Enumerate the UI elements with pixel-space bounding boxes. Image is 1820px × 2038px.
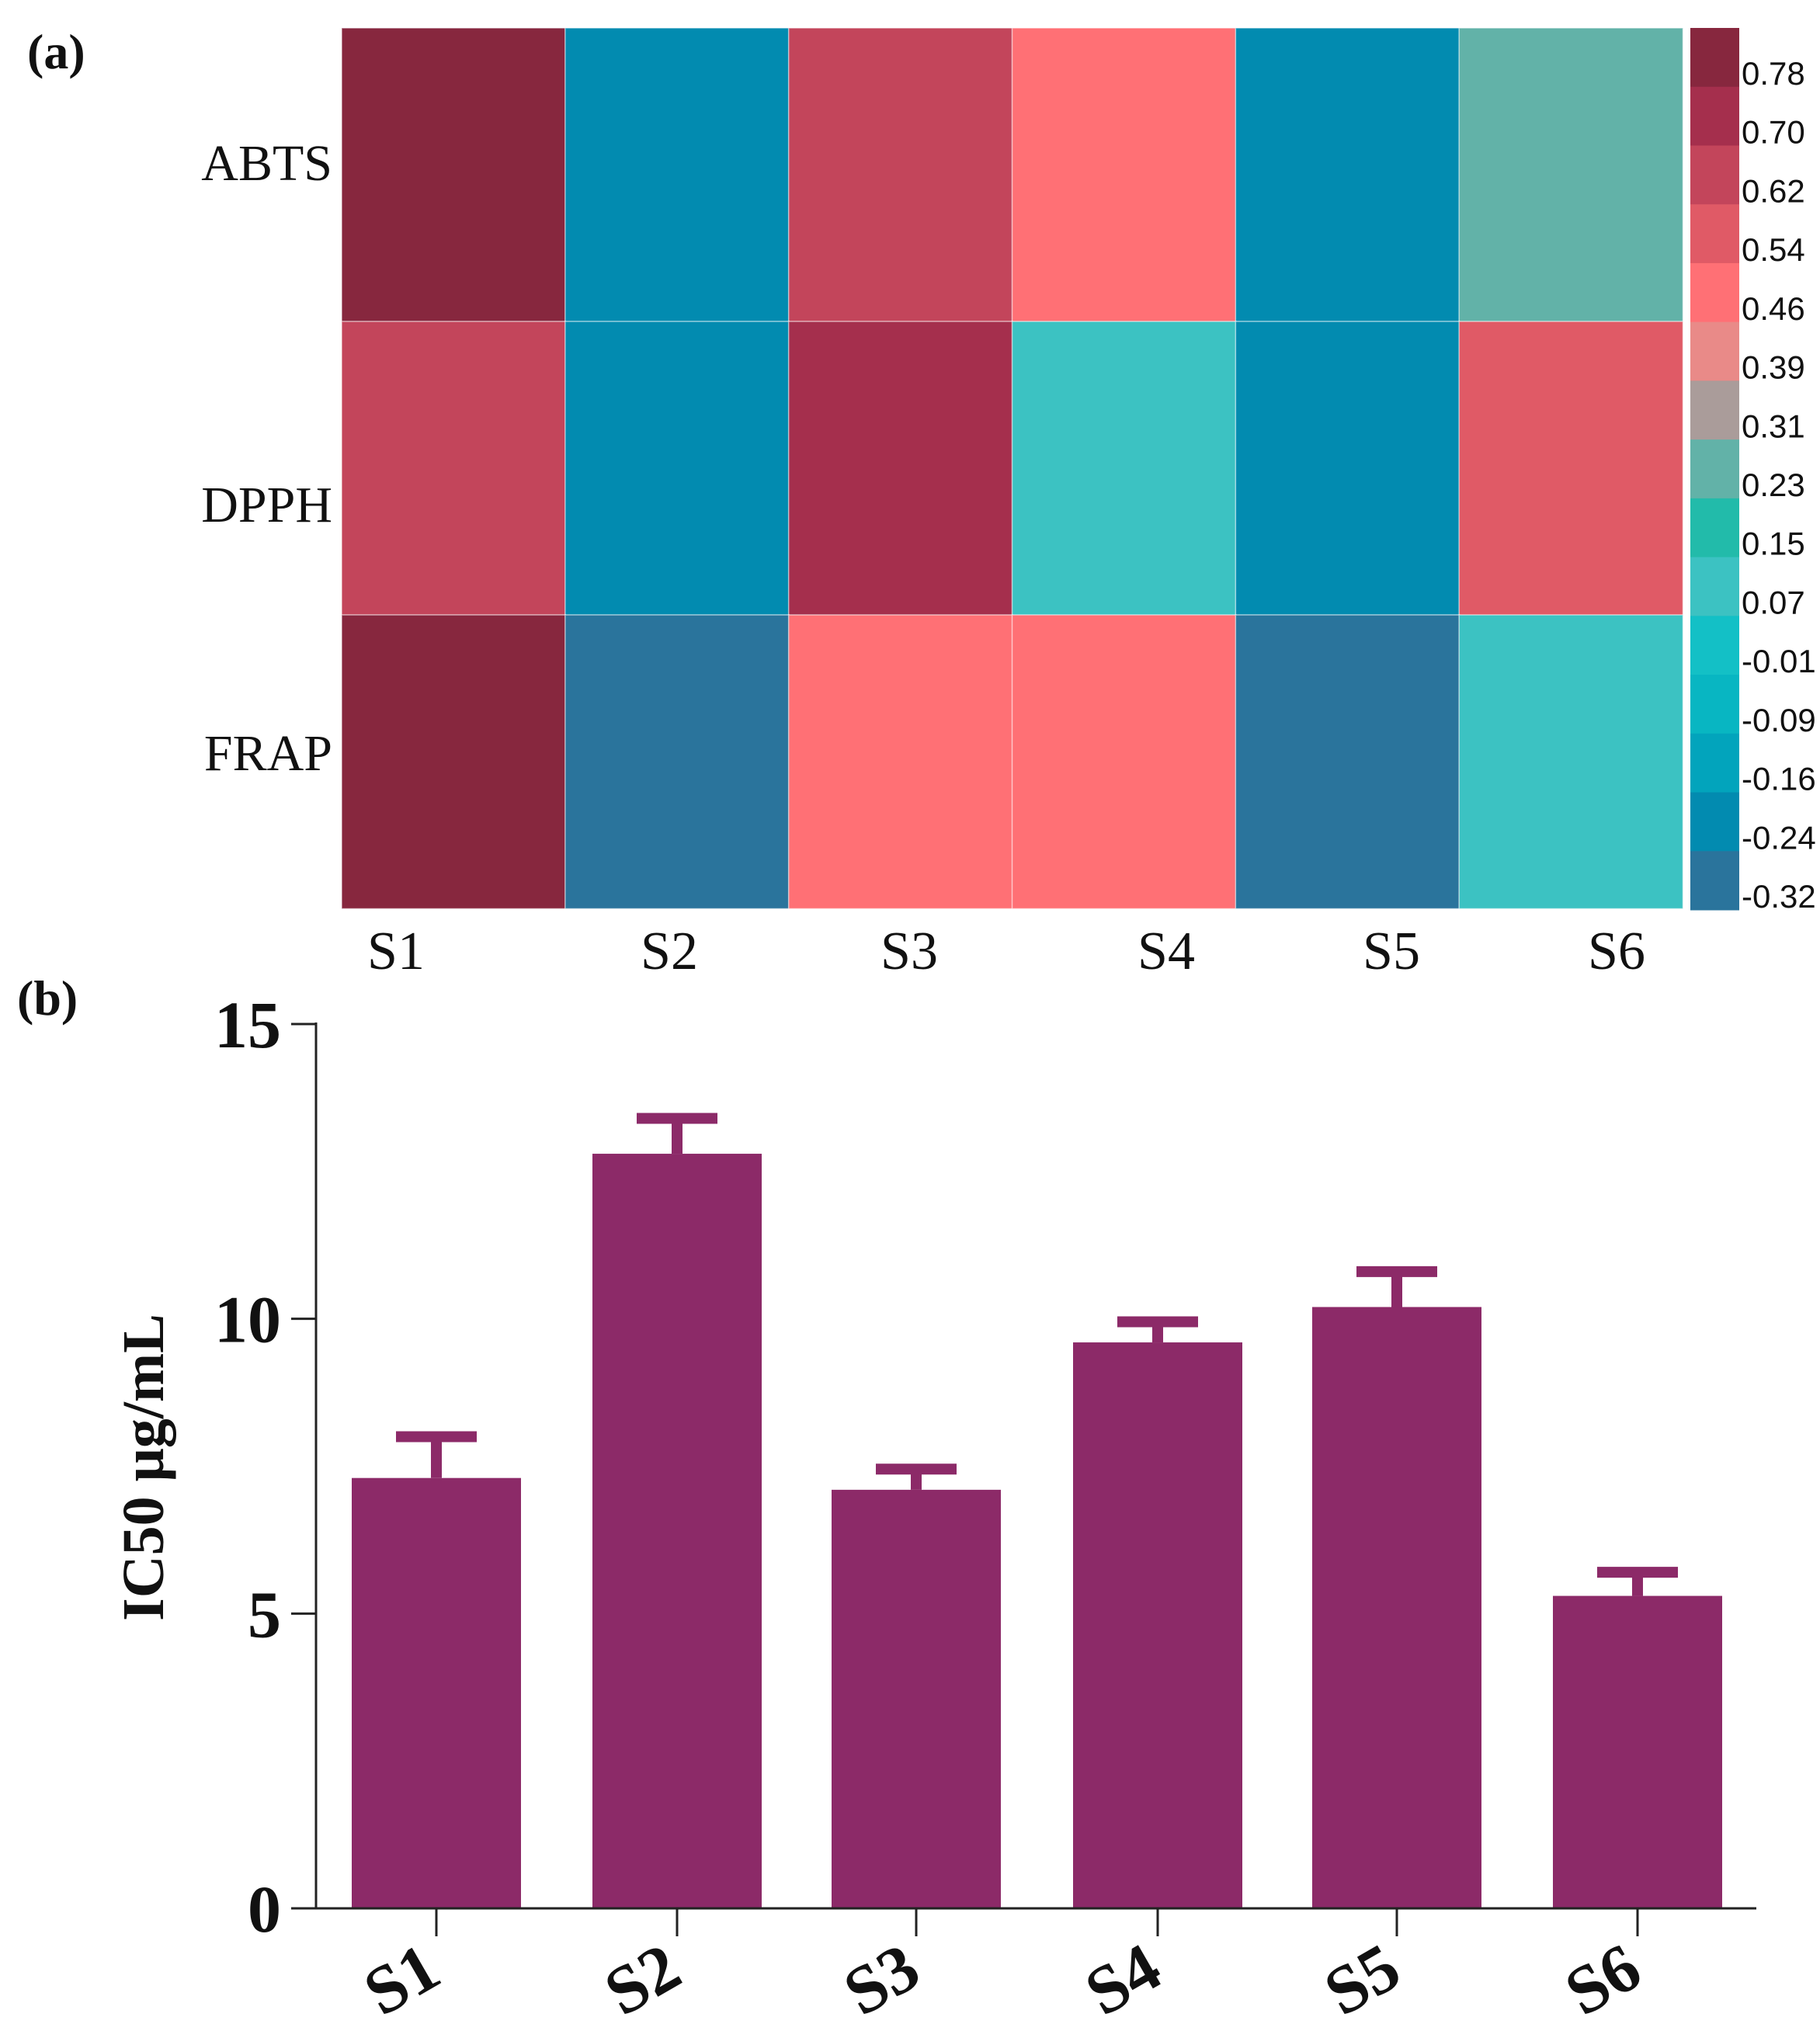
colorbar-tick-label: -0.09 — [1742, 702, 1816, 738]
x-tick-label: S5 — [1312, 1929, 1412, 2030]
heatmap-column-labels: S1 S2 S3 S4 S5 S6 — [367, 922, 1645, 981]
bar-s6 — [1553, 1595, 1722, 1908]
heatmap-cell-abts-s5 — [1235, 27, 1461, 323]
colorbar-tick-label: 0.23 — [1742, 467, 1805, 503]
y-tick-label: 5 — [248, 1577, 281, 1651]
heatmap-cell-frap-s3 — [787, 614, 1013, 910]
colorbar-tick-label: 0.78 — [1742, 55, 1805, 92]
heatmap-column-label: S4 — [1138, 922, 1195, 981]
bar-s4 — [1073, 1342, 1242, 1908]
heatmap-column-label: S1 — [367, 922, 425, 981]
heatmap-cell-abts-s4 — [1011, 27, 1237, 323]
colorbar-tick-label: 0.07 — [1742, 584, 1805, 620]
error-bars — [396, 1113, 1678, 1596]
bar-s1 — [352, 1477, 521, 1908]
colorbar-tick-label: 0.62 — [1742, 172, 1805, 209]
heatmap-cell-abts-s3 — [787, 27, 1013, 323]
bar-series — [352, 1154, 1722, 1908]
colorbar-swatch — [1690, 321, 1739, 381]
panel-a-label: (a) — [27, 24, 85, 79]
panel-b-label: (b) — [17, 970, 78, 1026]
colorbar-swatch — [1690, 145, 1739, 205]
x-tick-label: S1 — [352, 1929, 452, 2030]
colorbar-swatch — [1690, 675, 1739, 734]
colorbar-tick-label: 0.54 — [1742, 231, 1805, 268]
heatmap-cells — [341, 27, 1684, 910]
colorbar-swatch — [1690, 262, 1739, 323]
colorbar-swatch — [1690, 439, 1739, 499]
y-axis-label: IC50 μg/mL — [111, 1314, 176, 1621]
bar-s2 — [592, 1154, 762, 1908]
heatmap-cell-frap-s2 — [564, 614, 790, 910]
heatmap-cell-dpph-s6 — [1458, 321, 1684, 616]
colorbar-swatch — [1690, 733, 1739, 793]
colorbar-swatch — [1690, 792, 1739, 852]
colorbar-swatch — [1690, 204, 1739, 264]
heatmap-cell-dpph-s1 — [341, 321, 567, 616]
heatmap-cell-frap-s1 — [341, 614, 567, 910]
heatmap-cell-abts-s2 — [564, 27, 790, 323]
colorbar-tick-label: 0.70 — [1742, 114, 1805, 151]
colorbar-swatch — [1690, 557, 1739, 616]
colorbar-tick-label: -0.16 — [1742, 761, 1816, 797]
colorbar-swatch — [1690, 498, 1739, 558]
heatmap-cell-abts-s1 — [341, 27, 567, 323]
colorbar-swatch — [1690, 851, 1739, 911]
x-tick-label: S6 — [1553, 1929, 1653, 2030]
y-tick-label: 0 — [248, 1872, 281, 1946]
colorbar-tick-label: -0.24 — [1742, 819, 1816, 856]
heatmap-cell-abts-s6 — [1458, 27, 1684, 323]
bar-chart: 0 5 10 15 S1 S2 S3 S4 S5 S6 IC50 μg/mL — [111, 988, 1756, 2031]
heatmap-cell-dpph-s5 — [1235, 321, 1461, 616]
colorbar-tick-label: 0.39 — [1742, 349, 1805, 386]
heatmap-column-label: S6 — [1588, 922, 1645, 981]
bar-s3 — [832, 1489, 1001, 1908]
colorbar-tick-label: -0.01 — [1742, 643, 1816, 679]
y-tick-label: 10 — [214, 1283, 281, 1357]
heatmap-row-labels: ABTS DPPH FRAP — [201, 135, 332, 782]
colorbar-swatch — [1690, 616, 1739, 675]
x-tick-label: S3 — [832, 1929, 932, 2030]
colorbar-tick-label: -0.32 — [1742, 878, 1816, 915]
heatmap-column-label: S5 — [1363, 922, 1420, 981]
heatmap-column-label: S2 — [641, 922, 698, 981]
x-tick-label: S4 — [1073, 1929, 1173, 2030]
x-tick-label: S2 — [592, 1929, 693, 2030]
heatmap-cell-frap-s5 — [1235, 614, 1461, 910]
colorbar-swatch — [1690, 86, 1739, 146]
heatmap-row-label: FRAP — [204, 725, 332, 782]
bar-s5 — [1312, 1307, 1481, 1908]
heatmap-cell-frap-s6 — [1458, 614, 1684, 910]
colorbar-swatch — [1690, 28, 1739, 88]
y-tick-label: 15 — [214, 988, 281, 1062]
heatmap-colorbar: 0.78 0.70 0.62 0.54 0.46 0.39 0.31 0.23 0.15 0.07… — [1690, 28, 1816, 915]
heatmap-row-label: DPPH — [201, 477, 332, 533]
heatmap-cell-dpph-s4 — [1011, 321, 1237, 616]
colorbar-swatch — [1690, 380, 1739, 440]
heatmap-cell-frap-s4 — [1011, 614, 1237, 910]
heatmap-cell-dpph-s2 — [564, 321, 790, 616]
heatmap-column-label: S3 — [880, 922, 938, 981]
heatmap-row-label: ABTS — [201, 135, 332, 192]
colorbar-tick-label: 0.31 — [1742, 408, 1805, 444]
heatmap-cell-dpph-s3 — [787, 321, 1013, 616]
colorbar-tick-label: 0.15 — [1742, 526, 1805, 562]
colorbar-tick-label: 0.46 — [1742, 290, 1805, 327]
